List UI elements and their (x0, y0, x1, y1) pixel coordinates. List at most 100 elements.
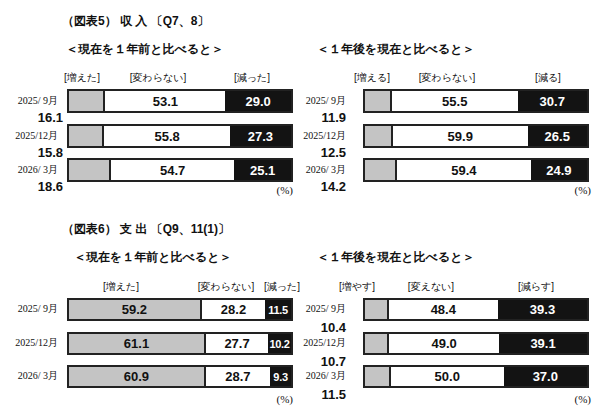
segment-value: 24.9 (546, 163, 571, 178)
percent-unit-label: (%) (575, 184, 592, 196)
segment-decrease: 29.0 (225, 91, 291, 111)
segment-increase: 61.1 (69, 334, 206, 353)
segment-increase (69, 160, 111, 180)
increase-value-label: 11.5 (300, 387, 346, 402)
survey-figure-page: （図表5） 収 入 〔Q7、8〕 （図表6） 支 出 〔Q9、11(1)〕 ＜現… (0, 0, 600, 410)
stacked-bar: 55.5 30.7 (363, 89, 589, 113)
percent-unit-label: (%) (277, 393, 294, 405)
row-period-label: 2025/ 9月 (0, 94, 58, 108)
legend-increase: [増えた] (64, 71, 100, 85)
stacked-bar: 55.8 27.3 (67, 124, 293, 148)
segment-value: 30.7 (540, 94, 565, 109)
increase-value-label: 11.9 (300, 110, 346, 125)
segment-increase (69, 126, 104, 146)
segment-value: 11.5 (268, 304, 288, 316)
row-period-label: 2025/12月 (300, 336, 346, 350)
legend-unchanged: [変わらない] (198, 280, 255, 294)
segment-increase: 59.2 (69, 300, 202, 319)
stacked-bar: 53.1 29.0 (67, 89, 293, 113)
row-period-label: 2026/ 3月 (300, 163, 346, 177)
stacked-bar: 60.9 28.7 9.3 (67, 365, 293, 388)
segment-value: 25.1 (250, 163, 275, 178)
segment-value: 39.1 (530, 336, 555, 351)
legend-decrease: [減った] (234, 71, 270, 85)
legend-unchanged: [変わらない] (130, 71, 187, 85)
segment-unchanged: 49.0 (389, 334, 499, 353)
increase-value-label: 15.8 (0, 145, 63, 160)
segment-value: 53.1 (153, 94, 178, 109)
segment-decrease: 30.7 (518, 91, 587, 111)
segment-decrease: 27.3 (230, 126, 291, 146)
segment-value: 29.0 (246, 94, 271, 109)
segment-value: 10.2 (269, 338, 289, 350)
segment-increase (69, 91, 105, 111)
segment-value: 28.7 (225, 369, 250, 384)
segment-value: 55.5 (442, 94, 467, 109)
segment-unchanged: 59.4 (397, 160, 531, 180)
segment-unchanged: 27.7 (206, 334, 268, 353)
segment-decrease: 11.5 (265, 300, 291, 319)
segment-increase (365, 91, 392, 111)
segment-decrease: 39.1 (499, 334, 587, 353)
legend-decrease: [減らす] (518, 280, 554, 294)
increase-value-label: 16.1 (0, 110, 63, 125)
segment-value: 59.2 (122, 302, 147, 317)
segment-increase (365, 367, 391, 386)
segment-unchanged: 55.5 (392, 91, 518, 111)
segment-value: 27.7 (224, 336, 249, 351)
segment-unchanged: 54.7 (111, 160, 234, 180)
legend-increase: [増える] (354, 71, 390, 85)
legend-increase: [増やす] (339, 280, 375, 294)
row-period-label: 2025/12月 (0, 129, 58, 143)
percent-unit-label: (%) (277, 184, 294, 196)
segment-value: 28.2 (221, 302, 246, 317)
row-period-label: 2026/ 3月 (300, 369, 346, 383)
segment-decrease: 9.3 (270, 367, 291, 386)
figure5-title: （図表5） 収 入 〔Q7、8〕 (62, 13, 209, 30)
segment-unchanged: 53.1 (105, 91, 225, 111)
stacked-bar: 59.2 28.2 11.5 (67, 298, 293, 321)
chart-subtitle: ＜１年後を現在と比べると＞ (317, 41, 474, 58)
segment-decrease: 37.0 (504, 367, 587, 386)
segment-unchanged: 50.0 (391, 367, 504, 386)
segment-unchanged: 59.9 (393, 126, 527, 146)
increase-value-label: 14.2 (300, 179, 346, 194)
chart-subtitle: ＜１年後を現在と比べると＞ (317, 249, 474, 266)
segment-decrease: 25.1 (234, 160, 291, 180)
percent-unit-label: (%) (575, 393, 592, 405)
segment-value: 48.4 (431, 302, 456, 317)
segment-decrease: 26.5 (528, 126, 587, 146)
stacked-bar: 59.9 26.5 (363, 124, 589, 148)
segment-value: 59.4 (451, 163, 476, 178)
segment-value: 54.7 (160, 163, 185, 178)
segment-increase (365, 126, 393, 146)
segment-value: 55.8 (154, 129, 179, 144)
figure6-title: （図表6） 支 出 〔Q9、11(1)〕 (62, 221, 230, 238)
stacked-bar: 48.4 39.3 (363, 298, 589, 321)
row-period-label: 2025/ 9月 (300, 94, 346, 108)
segment-value: 60.9 (124, 369, 149, 384)
row-period-label: 2026/ 3月 (0, 163, 58, 177)
segment-increase (365, 334, 389, 353)
row-period-label: 2025/ 9月 (300, 302, 346, 316)
row-period-label: 2025/12月 (0, 336, 58, 350)
segment-value: 26.5 (545, 129, 570, 144)
segment-unchanged: 55.8 (104, 126, 229, 146)
segment-value: 27.3 (248, 129, 273, 144)
row-period-label: 2025/12月 (300, 129, 346, 143)
segment-value: 61.1 (124, 336, 149, 351)
segment-value: 37.0 (533, 369, 558, 384)
segment-increase: 60.9 (69, 367, 206, 386)
stacked-bar: 54.7 25.1 (67, 158, 293, 182)
legend-decrease: [減る] (535, 71, 561, 85)
segment-increase (365, 300, 389, 319)
chart-subtitle: ＜現在を１年前と比べると＞ (74, 249, 231, 266)
segment-value: 50.0 (435, 369, 460, 384)
legend-decrease: [減った] (264, 280, 300, 294)
segment-unchanged: 28.2 (202, 300, 265, 319)
increase-value-label: 10.4 (300, 320, 346, 335)
segment-value: 9.3 (273, 371, 287, 383)
segment-unchanged: 48.4 (389, 300, 499, 319)
increase-value-label: 18.6 (0, 179, 63, 194)
segment-unchanged: 28.7 (206, 367, 270, 386)
